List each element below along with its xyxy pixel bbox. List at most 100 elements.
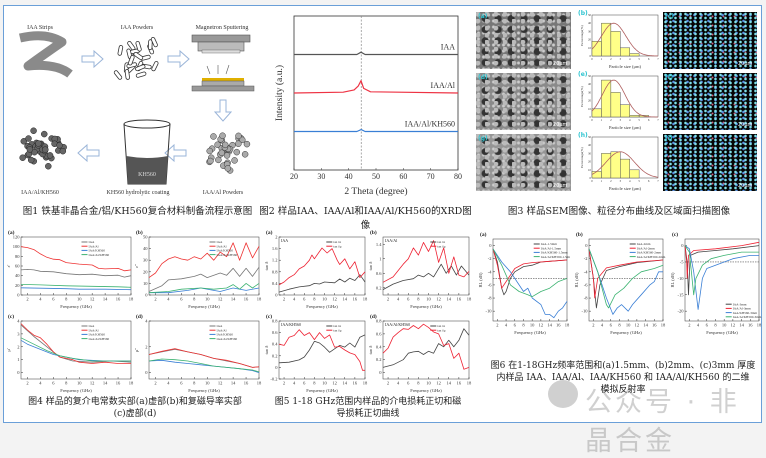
y-tick-label: -20 xyxy=(678,309,685,314)
fig5-caption-line2: 导损耗正切曲线 xyxy=(336,409,400,419)
y-tick-label: 30 xyxy=(588,90,592,94)
x-tick-label: 4 xyxy=(697,323,700,328)
y-tick-label: 0 xyxy=(489,243,492,248)
fig4-caption-line1: 图4 样品的复介电常数实部(a)虚部(b)和复磁导率实部 xyxy=(28,397,242,407)
fig2-xrd-chart: 20 30 40 50 60 70 80 2 Theta (degree) Intensity … xyxy=(274,15,462,197)
fig6-caption-line2: 内样品 IAA、IAA/Al、IAA/KH560 和 IAA/Al/KH560 … xyxy=(496,373,750,383)
x-tick-label: 4 xyxy=(397,381,400,386)
y-tick-label: 30 xyxy=(143,258,148,263)
legend-label: IAA xyxy=(217,240,223,244)
panel-label: (c) xyxy=(8,313,14,320)
series-label: IAA/Al xyxy=(431,81,456,90)
x-tick-label: 18 xyxy=(661,323,666,328)
histogram-bar xyxy=(610,31,621,57)
y-tick-label: 0 xyxy=(275,365,278,370)
y-tick-label: 1 xyxy=(17,357,19,362)
x-tick-label: 2 xyxy=(154,297,156,302)
powder-particle xyxy=(135,71,147,78)
y-tick-label: 4 xyxy=(145,319,148,324)
y-tick-label: -15 xyxy=(678,292,685,297)
powder-ball xyxy=(30,127,37,134)
x-axis-label: Particle size (μm) xyxy=(609,186,641,191)
y-tick-label: 0.6 xyxy=(376,271,382,276)
x-tick-label: 2 xyxy=(610,118,612,122)
y-tick-label: -6 xyxy=(488,282,492,287)
y-tick-label: 0 xyxy=(379,370,382,375)
y-tick-label: 0 xyxy=(590,115,592,119)
x-tick-label: 6 xyxy=(52,297,55,302)
panel-label: (a) xyxy=(480,231,487,238)
y-tick-label: 100 xyxy=(13,244,21,249)
y-tick-label: 10 xyxy=(588,168,592,172)
x-tick-label: 8 xyxy=(714,323,717,328)
x-tick-label: 8 xyxy=(193,381,196,386)
sample-tag: IAA/Al/KH560 xyxy=(385,322,410,327)
fit-curve xyxy=(591,79,658,118)
series-line-iaa-al-kh560 xyxy=(148,358,260,373)
x-tick-label: 12 xyxy=(218,381,223,386)
y-tick-label: 20 xyxy=(588,38,592,42)
y-tick-label: 80 xyxy=(15,254,20,259)
legend-label: tan δμ xyxy=(333,328,341,332)
x-tick-label: 16 xyxy=(652,323,657,328)
x-tick-label: 16 xyxy=(556,323,561,328)
x-axis-label: Frequency (GHz) xyxy=(410,304,442,309)
x-tick-label: 30 xyxy=(317,172,325,181)
legend-label: IAA/Al/KH560-1.5mm xyxy=(541,255,570,259)
y-tick-label: 10 xyxy=(588,107,592,111)
x-tick-label: 40 xyxy=(345,172,353,181)
x-tick-label: 6 xyxy=(407,381,410,386)
legend-label: IAA-1.5mm xyxy=(541,242,558,246)
x-tick-label: 6 xyxy=(706,323,709,328)
legend-label: IAA xyxy=(89,324,95,328)
x-tick-label: 14 xyxy=(643,323,648,328)
x-tick-label: 14 xyxy=(447,297,452,302)
sample-tag: IAA xyxy=(281,238,288,243)
legend-label: IAA/Al/KH560 xyxy=(217,337,238,341)
powder-ball xyxy=(221,141,229,149)
y-axis-label: tan δ xyxy=(368,346,373,355)
y-axis-label: tan δ xyxy=(264,346,269,355)
x-tick-label: 16 xyxy=(457,381,462,386)
watermark: 公众号 · 非晶合金 xyxy=(585,387,740,457)
x-tick-label: 18 xyxy=(757,323,762,328)
fig5d-chart: 2 4 6 8 10 12 14 16 18 0 0.2 0.4 0.6 0.8 Frequency (GH… xyxy=(368,313,472,393)
y-tick-label: 50 xyxy=(588,74,592,78)
legend-label: IAA/KH560-1.5mm xyxy=(541,251,568,255)
series-label: IAA/Al/KH560 xyxy=(405,120,455,129)
series-line-tan- xyxy=(382,263,470,290)
y-tick-label: -8 xyxy=(584,296,588,301)
plot-frame xyxy=(382,320,470,380)
legend-label: IAA/Al-3mm xyxy=(733,307,751,311)
y-tick-label: 0.8 xyxy=(376,319,382,324)
panel-label: (b) xyxy=(370,229,377,236)
series-line-iaa-al-1-5mm xyxy=(492,248,568,289)
label-iaa-strips: IAA Strips xyxy=(27,25,54,31)
x-axis-label: Frequency (GHz) xyxy=(514,330,546,335)
legend-label: tan δε xyxy=(333,324,341,328)
y-tick-label: 0.6 xyxy=(376,331,382,336)
plot-frame xyxy=(20,236,132,296)
powder-ball xyxy=(27,156,35,164)
series-line-iaa-al-2mm xyxy=(588,248,664,299)
y-tick-label: 0.4 xyxy=(272,342,278,347)
y-tick-label: 2 xyxy=(145,344,147,349)
y-tick-label: 3 xyxy=(17,331,20,336)
y-axis-label: Percentage(%) xyxy=(580,85,584,106)
y-tick-label: 0.6 xyxy=(272,330,278,335)
y-tick-label: 1.4 xyxy=(376,242,382,247)
x-tick-label: 6 xyxy=(303,297,306,302)
label-kh560-coating: KH560 hydrolytic coating xyxy=(107,190,170,196)
series-line-iaa-kh560 xyxy=(20,287,132,291)
histogram-bar xyxy=(620,104,630,118)
x-tick-label: 5 xyxy=(638,179,640,183)
x-tick-label: 6 xyxy=(180,381,183,386)
x-tick-label: 4 xyxy=(601,323,604,328)
fit-curve xyxy=(591,22,659,57)
x-tick-label: 12 xyxy=(436,297,441,302)
series-line-iaa-3mm xyxy=(684,245,760,296)
series-line-iaa-kh560-2mm xyxy=(588,248,663,315)
fig4d-chart: 2 4 6 8 10 12 14 16 18 0 2 4 Frequency (GHz) μ'' (d) IA… xyxy=(134,313,262,393)
y-tick-label: -5 xyxy=(680,259,684,264)
